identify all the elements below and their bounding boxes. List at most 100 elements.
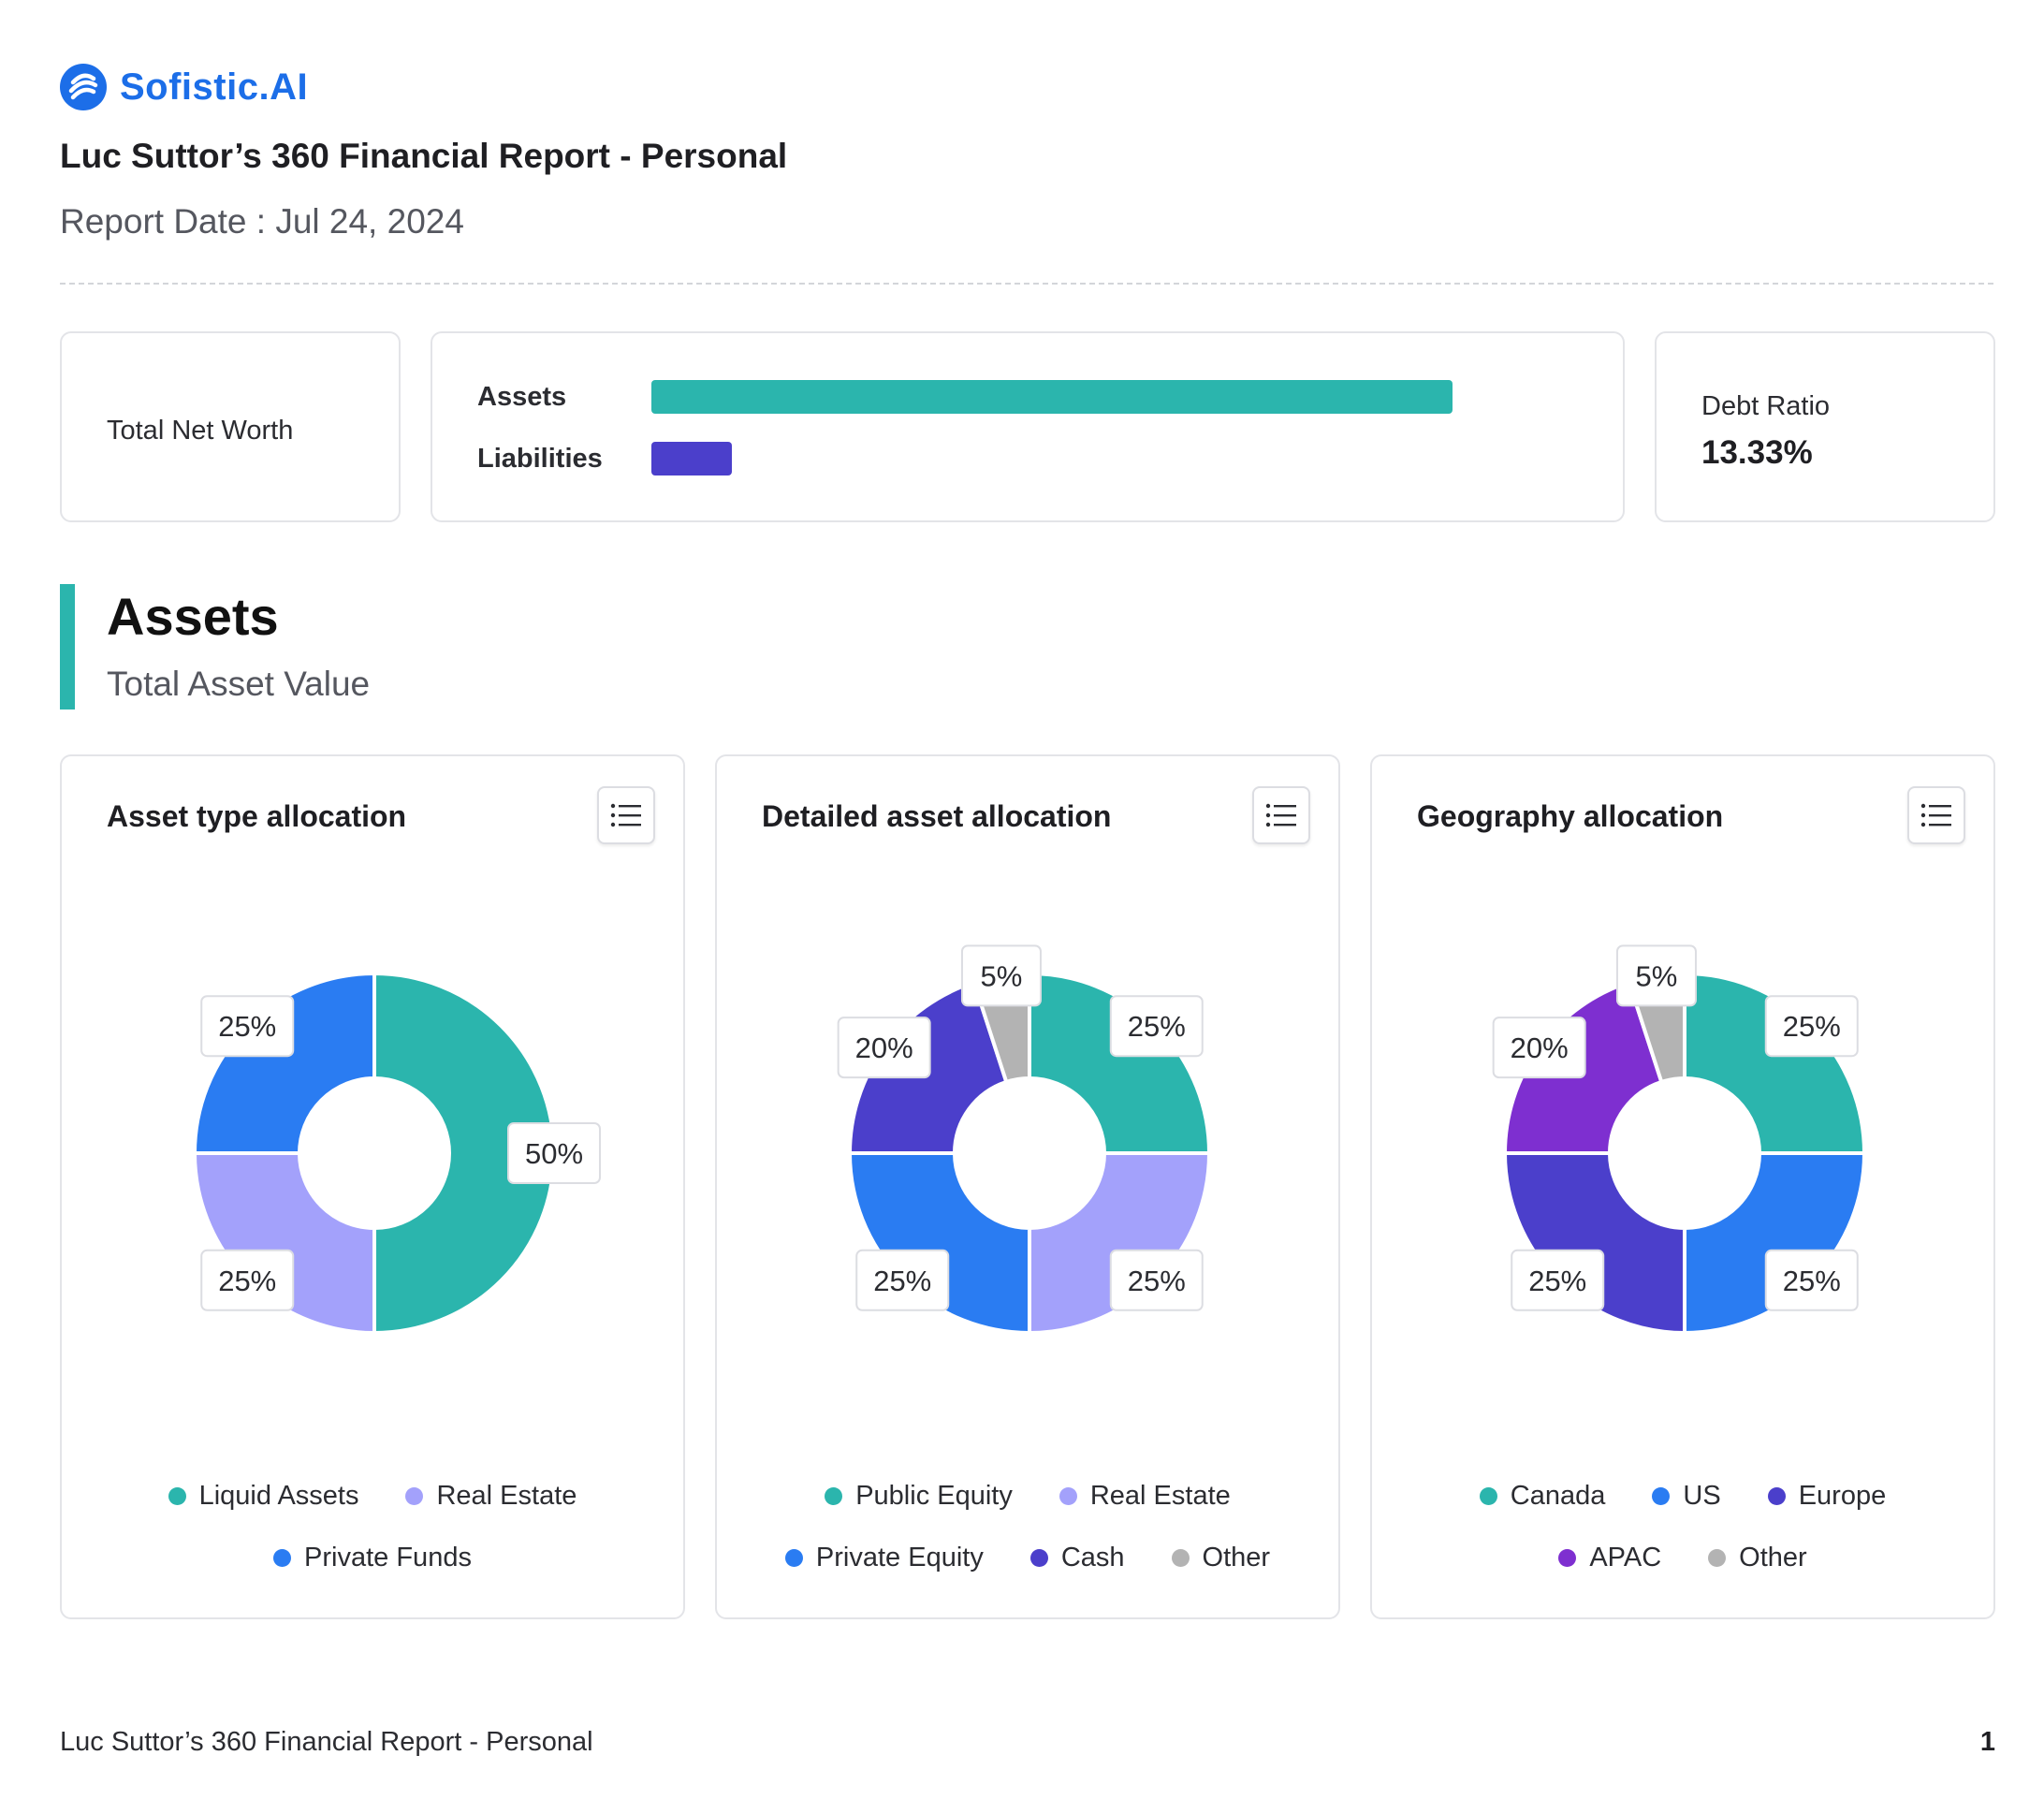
legend-label: Canada (1510, 1481, 1606, 1511)
report-title: Luc Suttor’s 360 Financial Report - Pers… (60, 137, 788, 175)
assets-bar (651, 380, 1453, 414)
label-box (1109, 1249, 1204, 1311)
label-box (1492, 1017, 1586, 1079)
label-box (1511, 1249, 1605, 1311)
slice-public-equity (1028, 971, 1212, 1155)
slice-label-liquid-assets: 50% (507, 1122, 601, 1184)
list-menu-icon (1920, 803, 1951, 827)
legend-dot (1708, 1549, 1727, 1567)
legend-label: Europe (1798, 1481, 1887, 1511)
legend-label: Real Estate (1089, 1481, 1231, 1511)
legend-label: Real Estate (436, 1481, 577, 1511)
slice-liquid-assets (372, 971, 556, 1336)
slice-label-real-estate: 25% (1109, 1249, 1204, 1311)
slice-europe (1502, 1151, 1686, 1336)
legend-dot (784, 1549, 803, 1567)
slice-label-real-estate: 25% (200, 1249, 295, 1311)
legend-item-public-equity: Public Equity (825, 1481, 1013, 1512)
legend-item-private-funds: Private Funds (273, 1543, 472, 1573)
debt-ratio-value: 13.33% (1701, 434, 1813, 471)
label-box (1764, 995, 1859, 1058)
legend-item-other: Other (1171, 1543, 1270, 1573)
legend-dot (1767, 1487, 1786, 1505)
label-box (837, 1017, 931, 1079)
slice-private-funds (192, 971, 376, 1155)
label-text: 25% (873, 1265, 931, 1297)
label-text: 25% (1783, 1010, 1841, 1043)
list-menu-icon (610, 803, 641, 827)
chart-legend-row-2: Private Funds (62, 1543, 683, 1573)
label-text: 25% (218, 1265, 276, 1297)
label-text: 25% (1783, 1265, 1841, 1297)
label-text: 5% (981, 959, 1023, 992)
slice-real-estate (1028, 1151, 1212, 1336)
chart-menu-button[interactable] (1907, 786, 1965, 844)
section-subtitle: Total Asset Value (107, 665, 371, 703)
detailed-asset-chart-card: Detailed asset allocation 25% 25% 25% 20% 5%… (715, 754, 1340, 1619)
assets-bar-label: Assets (477, 382, 567, 412)
debt-ratio-card: Debt Ratio 13.33% (1655, 331, 1995, 522)
chart-legend-row-1: Liquid Assets Real Estate (62, 1481, 683, 1512)
legend-item-cash: Cash (1029, 1543, 1125, 1573)
slice-label-other: 5% (960, 944, 1042, 1007)
sofistic-logo-icon (60, 64, 107, 110)
legend-label: Private Equity (815, 1543, 984, 1573)
page-number: 1 (1979, 1727, 1995, 1757)
legend-dot (1652, 1487, 1671, 1505)
header-divider (60, 283, 1993, 285)
geography-chart-card: Geography allocation 25% 25% 25% 20% 5% Cana… (1370, 754, 1995, 1619)
slice-label-canada: 25% (1764, 995, 1859, 1058)
legend-item-canada: Canada (1479, 1481, 1606, 1512)
label-box (507, 1122, 601, 1184)
legend-label: Public Equity (855, 1481, 1013, 1511)
legend-dot (168, 1487, 186, 1505)
asset-type-donut-chart: 50% 25% 25% (192, 971, 601, 1336)
label-box (855, 1249, 950, 1311)
label-box (200, 1249, 295, 1311)
chart-legend-row-2: Private Equity Cash Other (717, 1543, 1338, 1573)
legend-label: Liquid Assets (198, 1481, 359, 1511)
slice-label-private-equity: 25% (855, 1249, 950, 1311)
debt-ratio-label: Debt Ratio (1701, 391, 1831, 421)
brand-name: Sofistic.AI (120, 66, 309, 108)
label-text: 25% (1128, 1265, 1186, 1297)
chart-menu-button[interactable] (597, 786, 655, 844)
report-date: Report Date : Jul 24, 2024 (60, 202, 464, 241)
legend-item-real-estate: Real Estate (1058, 1481, 1231, 1512)
slice-real-estate (192, 1151, 376, 1336)
net-worth-label: Total Net Worth (107, 416, 294, 446)
legend-label: Cash (1060, 1543, 1125, 1573)
legend-dot (1058, 1487, 1077, 1505)
chart-legend-row-2: APAC Other (1372, 1543, 1993, 1573)
slice-label-us: 25% (1764, 1249, 1859, 1311)
legend-dot (273, 1549, 292, 1567)
legend-label: Private Funds (304, 1543, 472, 1573)
slice-label-public-equity: 25% (1109, 995, 1204, 1058)
footer-title: Luc Suttor’s 360 Financial Report - Pers… (60, 1727, 593, 1757)
legend-item-real-estate: Real Estate (405, 1481, 577, 1512)
slice-us (1683, 1151, 1867, 1336)
slice-label-other: 5% (1615, 944, 1697, 1007)
net-worth-card: Total Net Worth (60, 331, 401, 522)
label-text: 50% (525, 1137, 583, 1170)
label-box (1109, 995, 1204, 1058)
slice-canada (1683, 971, 1867, 1155)
legend-item-europe: Europe (1767, 1481, 1887, 1512)
legend-item-liquid-assets: Liquid Assets (168, 1481, 359, 1512)
legend-item-us: US (1652, 1481, 1721, 1512)
slice-label-private-funds: 25% (200, 995, 295, 1058)
asset-type-chart-card: Asset type allocation 50% 25% 25% Liquid A… (60, 754, 685, 1619)
chart-legend-row-1: Canada US Europe (1372, 1481, 1993, 1512)
chart-title: Detailed asset allocation (762, 799, 1112, 833)
chart-menu-button[interactable] (1252, 786, 1310, 844)
chart-legend-row-1: Public Equity Real Estate (717, 1481, 1338, 1512)
label-text: 5% (1636, 959, 1678, 992)
section-accent-bar (60, 584, 75, 710)
liabilities-bar (651, 442, 732, 475)
chart-title: Asset type allocation (107, 799, 407, 833)
legend-dot (1171, 1549, 1190, 1567)
legend-dot (1479, 1487, 1497, 1505)
geography-donut-chart: 25% 25% 25% 20% 5% (1492, 944, 1867, 1336)
section-title: Assets (107, 587, 279, 646)
brand-logo: Sofistic.AI (60, 64, 308, 110)
